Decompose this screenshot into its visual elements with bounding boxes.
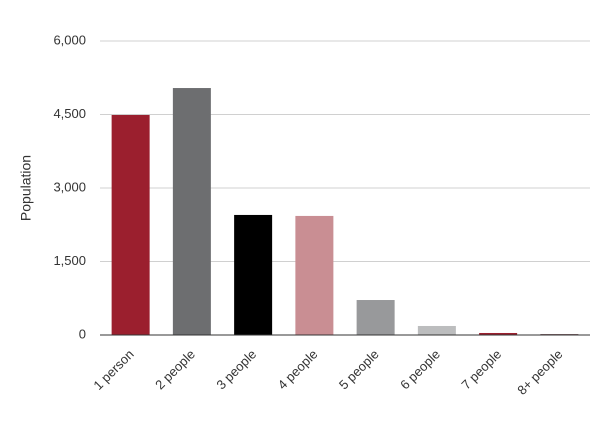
bar bbox=[356, 300, 395, 335]
x-tick-label: 6 people bbox=[397, 347, 443, 393]
bar bbox=[234, 214, 273, 335]
x-tick-label: 8+ people bbox=[514, 347, 565, 398]
bar bbox=[417, 325, 456, 335]
bar bbox=[479, 332, 518, 335]
x-tick-label: 7 people bbox=[458, 347, 504, 393]
y-tick-label: 0 bbox=[79, 326, 86, 341]
bar bbox=[111, 114, 150, 336]
y-tick-label: 3,000 bbox=[53, 179, 86, 194]
x-tick-label: 3 people bbox=[213, 347, 259, 393]
y-axis-label: Population bbox=[18, 155, 34, 221]
x-tick-label: 1 person bbox=[90, 347, 136, 393]
y-tick-label: 1,500 bbox=[53, 253, 86, 268]
y-tick-label: 6,000 bbox=[53, 32, 86, 47]
bar bbox=[172, 88, 211, 335]
bar bbox=[295, 215, 334, 335]
x-tick-label: 4 people bbox=[275, 347, 321, 393]
y-tick-label: 4,500 bbox=[53, 106, 86, 121]
x-tick-label: 2 people bbox=[152, 347, 198, 393]
x-tick-label: 5 people bbox=[336, 347, 382, 393]
